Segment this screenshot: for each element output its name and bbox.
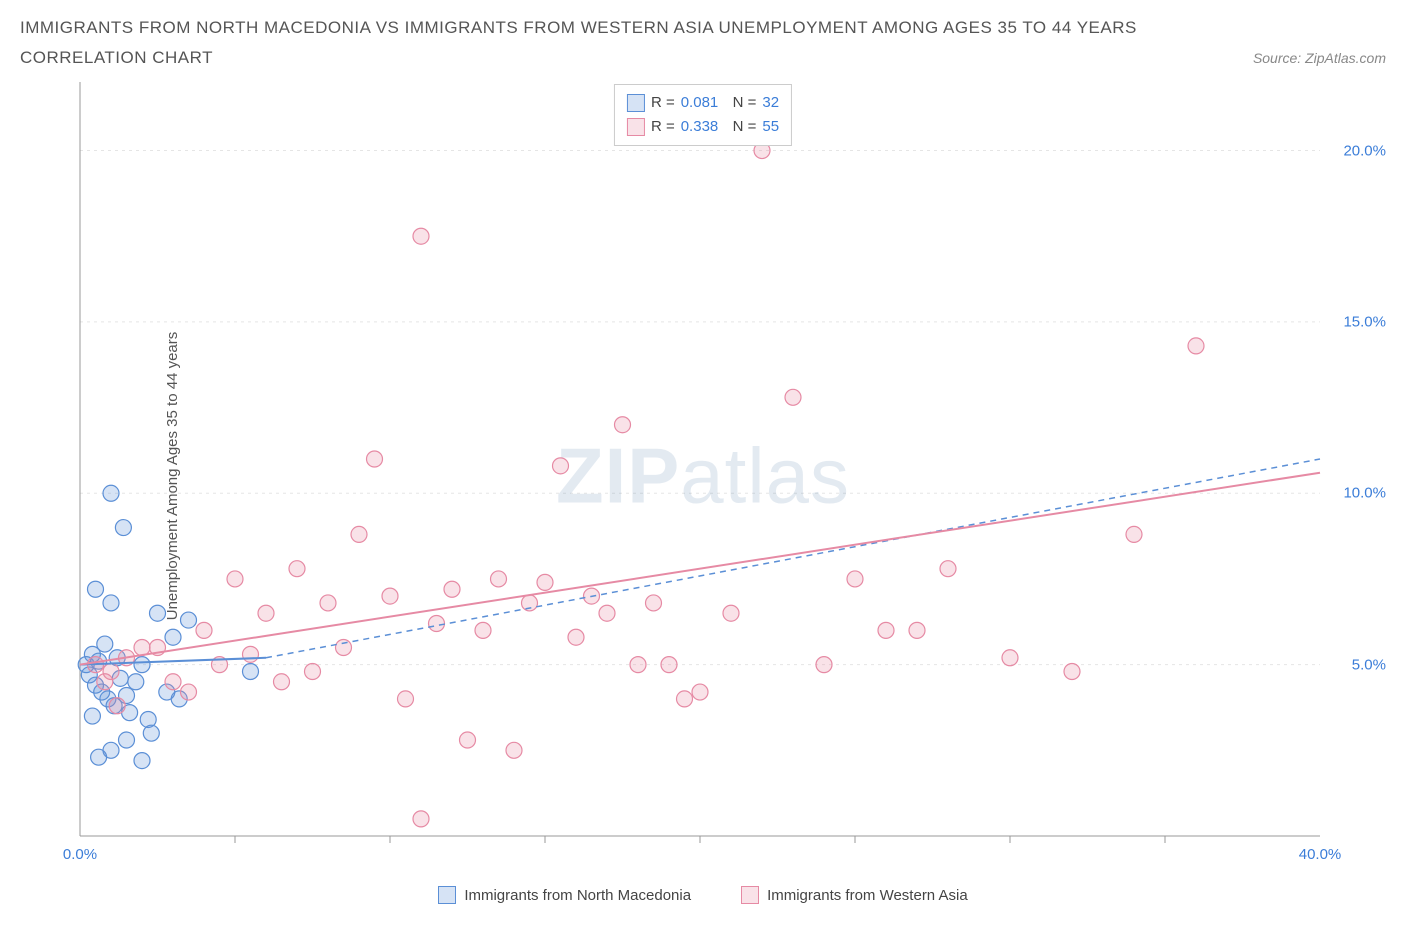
stat-row-series1: R = 0.081 N = 32: [627, 91, 779, 115]
legend-swatch-2: [741, 886, 759, 904]
legend-label-2: Immigrants from Western Asia: [767, 887, 968, 904]
source-attribution: Source: ZipAtlas.com: [1253, 50, 1386, 66]
n-value-1: 32: [762, 91, 779, 115]
swatch-series2: [627, 118, 645, 136]
legend-label-1: Immigrants from North Macedonia: [464, 887, 691, 904]
x-tick-label: 40.0%: [1299, 846, 1342, 863]
legend-swatch-1: [438, 886, 456, 904]
r-value-1: 0.081: [681, 91, 719, 115]
y-tick-label: 5.0%: [1352, 656, 1386, 673]
scatter-chart: [20, 76, 1386, 876]
r-label: R =: [651, 91, 675, 115]
r-label: R =: [651, 115, 675, 139]
y-tick-label: 15.0%: [1343, 313, 1386, 330]
n-value-2: 55: [762, 115, 779, 139]
legend-item-2: Immigrants from Western Asia: [741, 886, 968, 904]
chart-title: IMMIGRANTS FROM NORTH MACEDONIA VS IMMIG…: [20, 18, 1386, 38]
chart-subtitle: CORRELATION CHART: [20, 48, 213, 68]
chart-container: Unemployment Among Ages 35 to 44 years Z…: [20, 76, 1386, 876]
correlation-stats-box: R = 0.081 N = 32 R = 0.338 N = 55: [614, 84, 792, 146]
n-label: N =: [724, 91, 756, 115]
y-tick-label: 10.0%: [1343, 485, 1386, 502]
r-value-2: 0.338: [681, 115, 719, 139]
n-label: N =: [724, 115, 756, 139]
legend-item-1: Immigrants from North Macedonia: [438, 886, 691, 904]
bottom-legend: Immigrants from North Macedonia Immigran…: [20, 886, 1386, 904]
y-tick-label: 20.0%: [1343, 142, 1386, 159]
x-tick-label: 0.0%: [63, 846, 97, 863]
swatch-series1: [627, 94, 645, 112]
stat-row-series2: R = 0.338 N = 55: [627, 115, 779, 139]
subtitle-row: CORRELATION CHART Source: ZipAtlas.com: [20, 48, 1386, 68]
